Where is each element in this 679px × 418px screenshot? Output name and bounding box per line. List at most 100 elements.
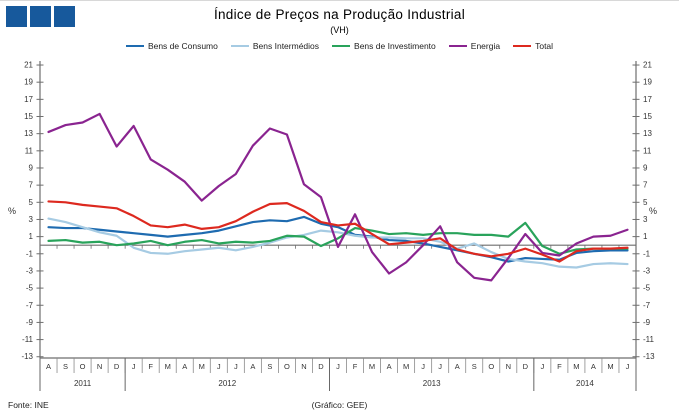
legend-item: Bens de Investimento bbox=[332, 41, 436, 51]
y-tick-label-right: 15 bbox=[643, 112, 652, 121]
month-label: A bbox=[455, 362, 460, 371]
month-label: D bbox=[523, 362, 529, 371]
y-tick-label-left: -13 bbox=[21, 352, 33, 361]
month-label: M bbox=[607, 362, 613, 371]
y-tick-label-left: 3 bbox=[29, 215, 34, 224]
logo bbox=[6, 6, 75, 27]
legend-label: Bens Intermédios bbox=[252, 41, 320, 51]
month-label: J bbox=[336, 362, 340, 371]
chart-title: Índice de Preços na Produção Industrial bbox=[213, 7, 466, 22]
logo-square bbox=[30, 6, 51, 27]
month-label: J bbox=[421, 362, 425, 371]
month-label: N bbox=[97, 362, 102, 371]
series-line-energia bbox=[47, 112, 629, 282]
legend-item: Bens Intermédios bbox=[230, 41, 320, 51]
y-tick-label-right: -13 bbox=[643, 352, 655, 361]
legend-item: Energia bbox=[448, 41, 501, 51]
y-tick-label-right: 11 bbox=[643, 146, 652, 155]
year-label: 2012 bbox=[218, 379, 236, 388]
y-tick-label-right: 9 bbox=[643, 163, 648, 172]
month-label: F bbox=[557, 362, 562, 371]
y-tick-label-right: 19 bbox=[643, 78, 652, 87]
y-tick-label-left: 1 bbox=[29, 232, 34, 241]
month-label: N bbox=[506, 362, 511, 371]
y-tick-label-right: -11 bbox=[643, 335, 655, 344]
month-label: F bbox=[353, 362, 358, 371]
y-tick-label-left: 21 bbox=[24, 61, 33, 70]
month-label: M bbox=[369, 362, 375, 371]
series-line-bens-intermedios bbox=[47, 217, 629, 269]
legend-swatch bbox=[125, 44, 144, 48]
legend-item: Bens de Consumo bbox=[125, 41, 218, 51]
year-label: 2011 bbox=[74, 379, 92, 388]
y-tick-label-left: 19 bbox=[24, 78, 33, 87]
legend-label: Bens de Consumo bbox=[147, 41, 218, 51]
month-label: S bbox=[63, 362, 68, 371]
y-tick-label-left: 13 bbox=[24, 129, 33, 138]
month-label: D bbox=[114, 362, 120, 371]
month-label: M bbox=[199, 362, 205, 371]
legend-swatch bbox=[230, 44, 249, 48]
logo-square bbox=[54, 6, 75, 27]
year-label: 2014 bbox=[576, 379, 594, 388]
y-tick-label-right: 17 bbox=[643, 95, 652, 104]
year-label: 2013 bbox=[423, 379, 441, 388]
y-tick-label-left: 17 bbox=[24, 95, 33, 104]
month-label: O bbox=[284, 362, 290, 371]
month-label: J bbox=[234, 362, 238, 371]
month-label: M bbox=[165, 362, 171, 371]
month-label: J bbox=[217, 362, 221, 371]
month-label: A bbox=[46, 362, 51, 371]
y-tick-label-right: 13 bbox=[643, 129, 652, 138]
month-label: J bbox=[438, 362, 442, 371]
month-label: A bbox=[591, 362, 596, 371]
legend-label: Total bbox=[535, 41, 554, 51]
month-label: A bbox=[250, 362, 255, 371]
legend-swatch bbox=[513, 44, 532, 48]
month-label: J bbox=[540, 362, 544, 371]
legend-label: Energia bbox=[470, 41, 501, 51]
y-tick-label-right: 3 bbox=[643, 215, 648, 224]
month-label: S bbox=[472, 362, 477, 371]
month-label: A bbox=[182, 362, 187, 371]
y-tick-label-left: -9 bbox=[26, 318, 34, 327]
legend: Bens de Consumo Bens Intermédios Bens de I… bbox=[0, 41, 679, 51]
series-line-bens-de-investimento bbox=[47, 221, 629, 255]
y-tick-label-right: -7 bbox=[643, 301, 651, 310]
series-line-total bbox=[47, 200, 629, 263]
y-axis-unit-left: % bbox=[8, 206, 16, 216]
month-label: O bbox=[80, 362, 86, 371]
month-label: N bbox=[301, 362, 306, 371]
y-tick-label-right: -3 bbox=[643, 266, 651, 275]
month-label: F bbox=[148, 362, 153, 371]
month-label: M bbox=[403, 362, 409, 371]
month-label: J bbox=[132, 362, 136, 371]
y-tick-label-right: -5 bbox=[643, 284, 651, 293]
y-tick-label-left: 9 bbox=[29, 163, 34, 172]
y-tick-label-left: -3 bbox=[26, 266, 34, 275]
month-label: D bbox=[318, 362, 324, 371]
chart-subtitle: (VH) bbox=[330, 25, 349, 35]
y-tick-label-right: 5 bbox=[643, 198, 648, 207]
credit-note: (Gráfico: GEE) bbox=[311, 400, 368, 410]
y-axis-unit-right: % bbox=[649, 206, 657, 216]
month-label: M bbox=[573, 362, 579, 371]
y-tick-label-left: -5 bbox=[26, 284, 34, 293]
y-tick-label-right: 7 bbox=[643, 181, 648, 190]
y-tick-label-left: -11 bbox=[22, 335, 34, 344]
y-tick-label-left: -7 bbox=[26, 301, 34, 310]
legend-swatch bbox=[332, 44, 351, 48]
y-tick-label-left: 7 bbox=[29, 181, 34, 190]
month-label: S bbox=[267, 362, 272, 371]
y-tick-label-left: 11 bbox=[25, 146, 34, 155]
y-tick-label-left: 5 bbox=[29, 198, 34, 207]
y-tick-label-right: 1 bbox=[643, 232, 648, 241]
month-label: A bbox=[387, 362, 392, 371]
legend-item: Total bbox=[513, 41, 553, 51]
source-note: Fonte: INE bbox=[8, 400, 49, 410]
y-tick-label-left: 15 bbox=[24, 112, 33, 121]
y-tick-label-right: -1 bbox=[643, 249, 651, 258]
legend-swatch bbox=[448, 44, 467, 48]
